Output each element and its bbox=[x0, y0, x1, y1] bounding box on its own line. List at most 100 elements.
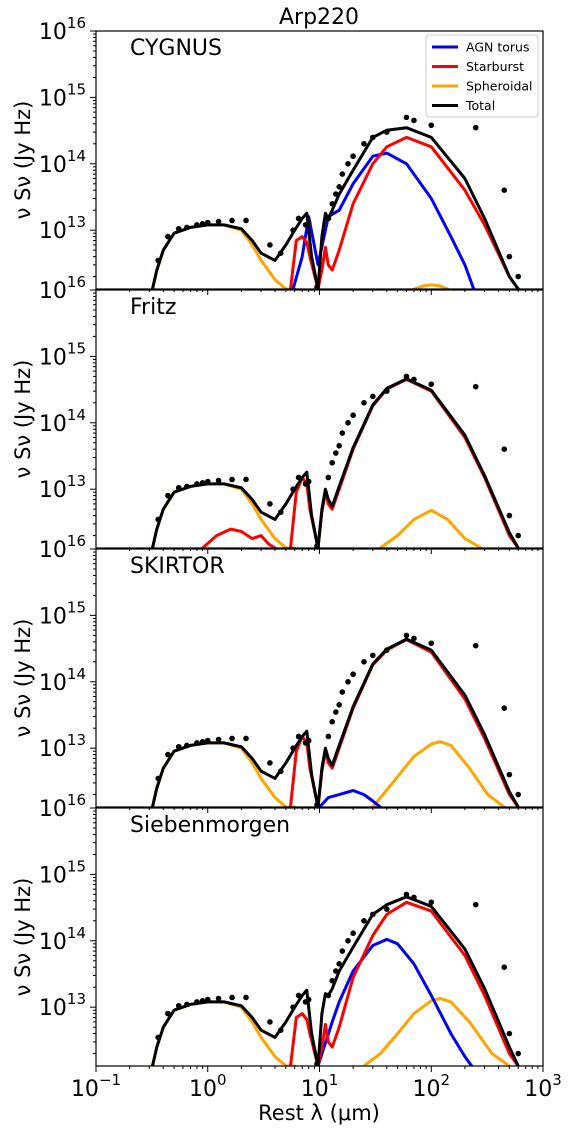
y-axis-label: ν Sν (Jy Hz) bbox=[11, 101, 35, 220]
observed-point bbox=[345, 678, 351, 685]
observed-point bbox=[194, 740, 200, 746]
observed-point bbox=[199, 738, 206, 745]
legend-label: Total bbox=[465, 98, 495, 113]
observed-point bbox=[336, 702, 342, 708]
observed-point bbox=[267, 501, 273, 507]
y-tick-label: 1013 bbox=[39, 472, 86, 503]
y-tick-label: 1013 bbox=[39, 990, 86, 1021]
observed-point bbox=[325, 215, 332, 222]
observed-point bbox=[501, 964, 508, 971]
panel-fritz: 1013 1014 1015 1016 ν Sν (Jy Hz) Fritz bbox=[11, 273, 544, 554]
observed-point bbox=[329, 977, 336, 984]
observed-point bbox=[155, 257, 161, 264]
x-tick-label: 100 bbox=[189, 1071, 227, 1102]
observed-point bbox=[243, 476, 249, 483]
observed-point bbox=[383, 129, 390, 135]
observed-point bbox=[155, 1034, 161, 1041]
observed-point bbox=[329, 200, 336, 207]
observed-point bbox=[204, 219, 211, 226]
y-tick-label: 1016 bbox=[39, 532, 86, 563]
observed-point bbox=[325, 992, 332, 999]
observed-point bbox=[175, 743, 182, 750]
panel-skirtor: 1013 1014 1015 1016 ν Sν (Jy Hz) SKIRTOR bbox=[11, 532, 544, 813]
observed-point bbox=[194, 481, 200, 487]
observed-point bbox=[229, 735, 235, 742]
observed-point bbox=[305, 996, 312, 1003]
series-starburst bbox=[289, 135, 520, 289]
legend-label: Starburst bbox=[466, 59, 524, 74]
observed-point bbox=[314, 802, 320, 807]
observed-point bbox=[199, 997, 206, 1004]
observed-point bbox=[267, 242, 273, 248]
observed-point bbox=[506, 1030, 513, 1037]
observed-point bbox=[165, 492, 171, 499]
observed-point bbox=[314, 543, 320, 548]
observed-point bbox=[361, 140, 367, 147]
observed-point bbox=[515, 273, 522, 280]
panel-frame bbox=[95, 289, 544, 549]
y-tick-label: 1015 bbox=[39, 857, 86, 888]
observed-point bbox=[361, 658, 367, 665]
x-tick-label: 103 bbox=[524, 1071, 562, 1102]
observed-point bbox=[333, 191, 339, 197]
observed-point bbox=[472, 642, 479, 649]
observed-point bbox=[333, 709, 339, 715]
y-axis-label: ν Sν (Jy Hz) bbox=[11, 878, 35, 997]
panel-frame bbox=[95, 548, 544, 808]
observed-point bbox=[428, 122, 435, 129]
observed-point bbox=[295, 733, 302, 740]
observed-point bbox=[290, 745, 296, 751]
observed-point bbox=[175, 1002, 182, 1009]
observed-point bbox=[199, 220, 206, 227]
panel-siebenmorgen: 1013 1014 1015 1016 ν Sν (Jy Hz) Siebenmorgen bbox=[11, 791, 544, 1072]
observed-point bbox=[383, 647, 390, 653]
x-tick-label: 101 bbox=[301, 1071, 339, 1102]
series-spheroidal-far-ir bbox=[412, 283, 450, 289]
observed-point bbox=[243, 735, 249, 742]
observed-point bbox=[184, 742, 190, 749]
series-starburst bbox=[201, 527, 277, 548]
observed-point bbox=[339, 430, 346, 436]
y-tick-label: 1016 bbox=[39, 273, 86, 304]
series-agn-torus bbox=[318, 789, 382, 807]
observed-point bbox=[175, 225, 182, 232]
panel-label: Fritz bbox=[130, 295, 176, 320]
observed-point bbox=[229, 217, 235, 224]
observed-point bbox=[336, 184, 342, 190]
observed-point bbox=[215, 995, 222, 1002]
observed-point bbox=[305, 478, 312, 485]
observed-point bbox=[428, 381, 435, 388]
observed-point bbox=[184, 1001, 190, 1008]
observed-point bbox=[506, 253, 513, 260]
series-starburst bbox=[289, 638, 520, 807]
observed-point bbox=[345, 937, 351, 944]
panel-frame bbox=[95, 30, 544, 290]
observed-point bbox=[314, 284, 320, 289]
observed-point bbox=[403, 114, 410, 121]
x-tick-label: 102 bbox=[412, 1071, 450, 1102]
y-tick-label: 1014 bbox=[39, 147, 86, 178]
series-starburst bbox=[289, 900, 520, 1066]
observed-point bbox=[295, 992, 302, 999]
y-axis-label: ν Sν (Jy Hz) bbox=[11, 360, 35, 479]
observed-point bbox=[472, 124, 479, 131]
panel-label: SKIRTOR bbox=[130, 554, 225, 579]
panel-frame bbox=[95, 807, 544, 1067]
observed-point bbox=[267, 760, 273, 766]
observed-point bbox=[403, 632, 410, 639]
observed-point bbox=[215, 736, 222, 743]
observed-point bbox=[403, 891, 410, 898]
y-tick-label: 1014 bbox=[39, 665, 86, 696]
observed-point bbox=[428, 640, 435, 647]
observed-point bbox=[411, 376, 417, 383]
observed-point bbox=[194, 999, 200, 1005]
observed-point bbox=[314, 1061, 320, 1066]
panel-cygnus: 1013 1014 1015 1016 ν Sν (Jy Hz) CYGNUS bbox=[11, 14, 544, 295]
y-tick-label: 1014 bbox=[39, 924, 86, 955]
observed-point bbox=[350, 671, 356, 678]
observed-point bbox=[370, 134, 376, 141]
observed-point bbox=[277, 250, 284, 256]
series-total bbox=[151, 637, 520, 807]
observed-point bbox=[290, 486, 296, 492]
observed-point bbox=[411, 894, 417, 901]
